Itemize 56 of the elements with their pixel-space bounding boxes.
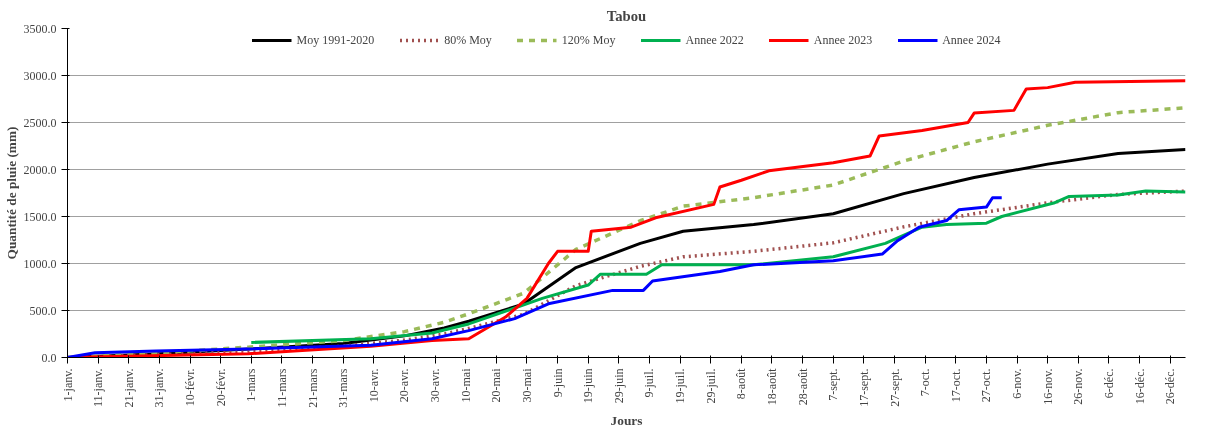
x-tick-label: 26-nov. (1071, 368, 1086, 405)
x-tick-label: 30-mai (519, 367, 534, 403)
x-tick-label: 19-juil. (673, 368, 688, 404)
x-tick-label: 17-sept. (856, 368, 871, 407)
x-tick-label: 6-nov. (1010, 368, 1025, 399)
chart-title: Tabou (606, 7, 647, 24)
x-tick-label: 21-janv. (121, 368, 136, 408)
y-tick-label: 2500.0 (23, 115, 57, 130)
x-tick-label: 20-févr. (213, 368, 228, 407)
y-axis-title: Quantité de pluie (mm) (3, 126, 19, 260)
y-tick-label: 500.0 (29, 303, 57, 318)
x-tick-label: 21-mars (305, 368, 320, 408)
legend-label: Annee 2023 (813, 32, 873, 48)
x-tick-label: 18-août (764, 367, 779, 406)
x-tick-label: 10-avr. (366, 368, 381, 403)
x-tick-label: 10-févr. (183, 368, 198, 407)
y-tick-label: 2000.0 (23, 162, 57, 177)
x-tick-label: 8-août (734, 367, 749, 400)
legend-label: Annee 2022 (685, 32, 744, 48)
x-tick-label: 26-déc. (1163, 368, 1178, 405)
y-tick-label: 1000.0 (23, 256, 57, 271)
x-tick-label: 11-mars (274, 368, 289, 408)
x-tick-label: 29-juil. (703, 368, 718, 404)
y-tick-label: 3500.0 (23, 21, 57, 36)
x-tick-label: 7-sept. (826, 368, 841, 401)
x-tick-label: 11-janv. (91, 368, 106, 407)
x-tick-label: 16-déc. (1132, 368, 1147, 405)
legend-label: Annee 2024 (942, 32, 1001, 48)
y-tick-label: 1500.0 (23, 209, 57, 224)
legend-label: 80% Moy (444, 32, 492, 48)
x-tick-label: 31-mars (336, 368, 351, 408)
x-tick-label: 27-sept. (887, 368, 902, 407)
x-tick-label: 1-janv. (60, 368, 75, 402)
x-tick-label: 17-oct. (948, 368, 963, 403)
x-tick-label: 29-juin (611, 368, 626, 404)
legend-label: 120% Moy (561, 32, 616, 48)
x-tick-label: 1-mars (244, 368, 259, 402)
x-tick-label: 16-nov. (1040, 368, 1055, 405)
x-axis-title: Jours (610, 412, 643, 428)
x-tick-label: 9-juin (550, 368, 565, 398)
x-tick-label: 28-août (795, 367, 810, 406)
x-tick-label: 19-juin (581, 368, 596, 404)
line-series (67, 196, 1004, 358)
x-tick-label: 20-avr. (397, 368, 412, 403)
legend-label: Moy 1991-2020 (296, 32, 375, 48)
x-tick-label: 7-oct. (918, 368, 933, 397)
x-tick-label: 31-janv. (152, 368, 167, 408)
y-tick-label: 3000.0 (23, 68, 57, 83)
x-tick-label: 30-avr. (428, 368, 443, 403)
x-tick-label: 6-déc. (1101, 368, 1116, 399)
y-tick-label: 0.0 (41, 350, 57, 365)
line-series (249, 189, 1186, 344)
x-tick-label: 20-mai (489, 367, 504, 403)
x-tick-label: 10-mai (458, 367, 473, 403)
x-tick-label: 9-juil. (642, 368, 657, 398)
x-tick-label: 27-oct. (979, 368, 994, 403)
